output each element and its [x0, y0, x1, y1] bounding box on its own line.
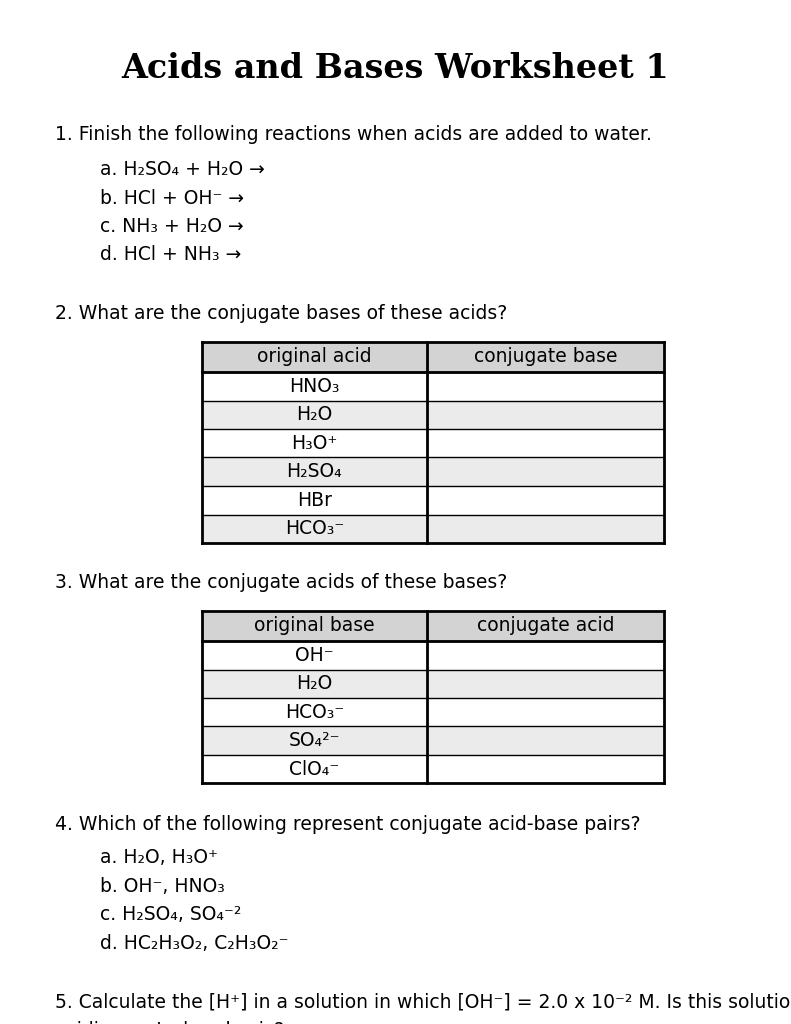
Text: 4. Which of the following represent conjugate acid-base pairs?: 4. Which of the following represent conj… — [55, 815, 641, 835]
Text: b. OH⁻, HNO₃: b. OH⁻, HNO₃ — [100, 877, 225, 896]
Bar — [202, 611, 664, 783]
Text: H₃O⁺: H₃O⁺ — [291, 434, 338, 453]
Text: conjugate acid: conjugate acid — [477, 616, 615, 636]
Text: H₂O: H₂O — [297, 406, 332, 424]
Text: HNO₃: HNO₃ — [290, 377, 339, 395]
Bar — [202, 726, 664, 755]
Bar — [202, 514, 664, 543]
Text: c. NH₃ + H₂O →: c. NH₃ + H₂O → — [100, 217, 244, 236]
Text: a. H₂O, H₃O⁺: a. H₂O, H₃O⁺ — [100, 849, 218, 867]
Text: 2. What are the conjugate bases of these acids?: 2. What are the conjugate bases of these… — [55, 304, 507, 323]
Text: d. HC₂H₃O₂, C₂H₃O₂⁻: d. HC₂H₃O₂, C₂H₃O₂⁻ — [100, 934, 289, 953]
Text: 1. Finish the following reactions when acids are added to water.: 1. Finish the following reactions when a… — [55, 125, 652, 144]
Text: H₂O: H₂O — [297, 674, 332, 693]
Text: HCO₃⁻: HCO₃⁻ — [285, 702, 344, 722]
Text: OH⁻: OH⁻ — [295, 646, 334, 665]
Text: H₂SO₄: H₂SO₄ — [286, 462, 343, 481]
Bar — [202, 342, 664, 543]
Bar — [202, 342, 664, 372]
Text: 3. What are the conjugate acids of these bases?: 3. What are the conjugate acids of these… — [55, 573, 507, 592]
Text: conjugate base: conjugate base — [474, 347, 618, 367]
Text: HCO₃⁻: HCO₃⁻ — [285, 519, 344, 539]
Bar — [202, 458, 664, 486]
Text: acidic, neutral, or basic?: acidic, neutral, or basic? — [55, 1021, 284, 1024]
Text: SO₄²⁻: SO₄²⁻ — [289, 731, 340, 751]
Text: d. HCl + NH₃ →: d. HCl + NH₃ → — [100, 246, 241, 264]
Text: b. HCl + OH⁻ →: b. HCl + OH⁻ → — [100, 188, 244, 208]
Text: c. H₂SO₄, SO₄⁻²: c. H₂SO₄, SO₄⁻² — [100, 905, 241, 925]
Text: Acids and Bases Worksheet 1: Acids and Bases Worksheet 1 — [122, 52, 669, 85]
Text: ClO₄⁻: ClO₄⁻ — [290, 760, 339, 778]
Text: 5. Calculate the [H⁺] in a solution in which [OH⁻] = 2.0 x 10⁻² M. Is this solut: 5. Calculate the [H⁺] in a solution in w… — [55, 992, 791, 1012]
Bar — [202, 670, 664, 698]
Text: original acid: original acid — [257, 347, 372, 367]
Bar — [202, 400, 664, 429]
Bar — [202, 611, 664, 641]
Text: HBr: HBr — [297, 490, 332, 510]
Text: original base: original base — [254, 616, 375, 636]
Text: a. H₂SO₄ + H₂O →: a. H₂SO₄ + H₂O → — [100, 160, 265, 179]
